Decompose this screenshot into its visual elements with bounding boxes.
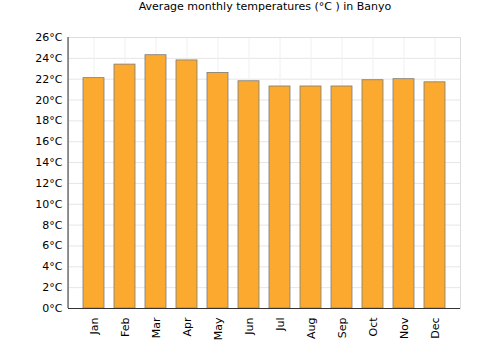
svg-text:Mar: Mar [150, 317, 163, 338]
svg-text:2°C: 2°C [42, 281, 62, 294]
svg-text:6°C: 6°C [42, 239, 62, 252]
svg-text:Dec: Dec [429, 318, 442, 339]
svg-text:Jan: Jan [88, 317, 101, 335]
svg-text:Jun: Jun [243, 317, 256, 335]
svg-text:Feb: Feb [119, 317, 132, 336]
svg-text:14°C: 14°C [35, 156, 62, 169]
html-text:Average monthly temperatures (: Average monthly temperatures (°C ) in Ba… [138, 0, 392, 13]
svg-text:8°C: 8°C [42, 219, 62, 232]
svg-text:Sep: Sep [336, 317, 349, 338]
svg-text:12°C: 12°C [35, 177, 62, 190]
svg-text:Apr: Apr [181, 317, 194, 337]
svg-text:18°C: 18°C [35, 114, 62, 127]
svg-text:24°C: 24°C [35, 52, 62, 65]
svg-text:Jul: Jul [274, 318, 287, 332]
svg-text:Nov: Nov [398, 317, 411, 339]
svg-text:16°C: 16°C [35, 135, 62, 148]
svg-text:26°C: 26°C [35, 31, 62, 44]
svg-text:10°C: 10°C [35, 198, 62, 211]
svg-text:Aug: Aug [305, 318, 318, 339]
svg-text:20°C: 20°C [35, 94, 62, 107]
svg-text:Oct: Oct [367, 317, 380, 337]
svg-text:4°C: 4°C [42, 260, 62, 273]
svg-text:22°C: 22°C [35, 73, 62, 86]
svg-text:May: May [212, 317, 225, 340]
svg-text:0°C: 0°C [42, 302, 62, 315]
